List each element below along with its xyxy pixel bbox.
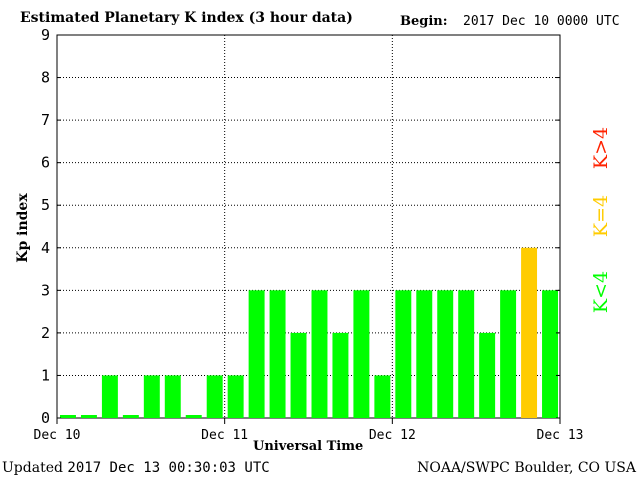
kp-bar — [353, 290, 370, 418]
kp-bar — [269, 290, 286, 418]
kp-bar — [60, 415, 76, 418]
kp-bar — [101, 375, 118, 418]
kp-bar — [479, 332, 496, 418]
kp-bar — [458, 290, 475, 418]
begin-value: 2017 Dec 10 0000 UTC — [463, 14, 620, 29]
x-tick-label: Dec 11 — [201, 428, 248, 443]
kp-bar — [206, 375, 223, 418]
y-tick-label: 9 — [41, 26, 50, 44]
y-tick-label: 2 — [41, 324, 50, 342]
y-tick-label: 5 — [41, 196, 50, 214]
kp-bar — [164, 375, 181, 418]
kp-bar — [374, 375, 391, 418]
kp-bar — [500, 290, 517, 418]
x-tick-label: Dec 13 — [537, 428, 584, 443]
kp-bar — [185, 415, 202, 418]
kp-bar — [395, 290, 412, 418]
updated-label: Updated — [2, 460, 63, 476]
kp-bar — [248, 290, 265, 418]
credit-text: NOAA/SWPC Boulder, CO USA — [417, 460, 636, 476]
updated-timestamp: Updated 2017 Dec 13 00:30:03 UTC — [2, 461, 270, 475]
plot-area — [56, 34, 561, 419]
kp-bar — [227, 375, 244, 418]
kp-bar — [80, 415, 97, 418]
kp-bar — [521, 247, 538, 418]
kp-bar — [542, 290, 558, 418]
legend-k-above-4: K>4 — [590, 126, 612, 170]
kp-bar — [437, 290, 454, 418]
y-tick-label: 7 — [41, 111, 50, 129]
kp-bar — [122, 415, 139, 418]
kp-bar — [416, 290, 433, 418]
y-tick-label: 1 — [41, 366, 50, 384]
kp-bar — [311, 290, 328, 418]
x-tick-label: Dec 10 — [34, 428, 81, 443]
y-tick-label: 3 — [41, 281, 50, 299]
kp-bar — [332, 332, 349, 418]
y-tick-label: 8 — [41, 69, 50, 87]
x-axis-label: Universal Time — [253, 439, 364, 454]
begin-label: Begin: — [400, 14, 448, 29]
kp-bar — [143, 375, 160, 418]
y-tick-label: 0 — [41, 409, 50, 427]
y-tick-label: 4 — [41, 239, 50, 257]
updated-value: 2017 Dec 13 00:30:03 UTC — [67, 460, 270, 476]
legend-k-equal-4: K=4 — [590, 194, 612, 238]
legend-k-below-4: K<4 — [590, 270, 612, 314]
chart-title: Estimated Planetary K index (3 hour data… — [20, 10, 353, 26]
kp-bar — [290, 332, 307, 418]
y-tick-label: 6 — [41, 154, 50, 172]
y-axis-label: Kp index — [15, 193, 31, 263]
x-tick-label: Dec 12 — [369, 428, 416, 443]
